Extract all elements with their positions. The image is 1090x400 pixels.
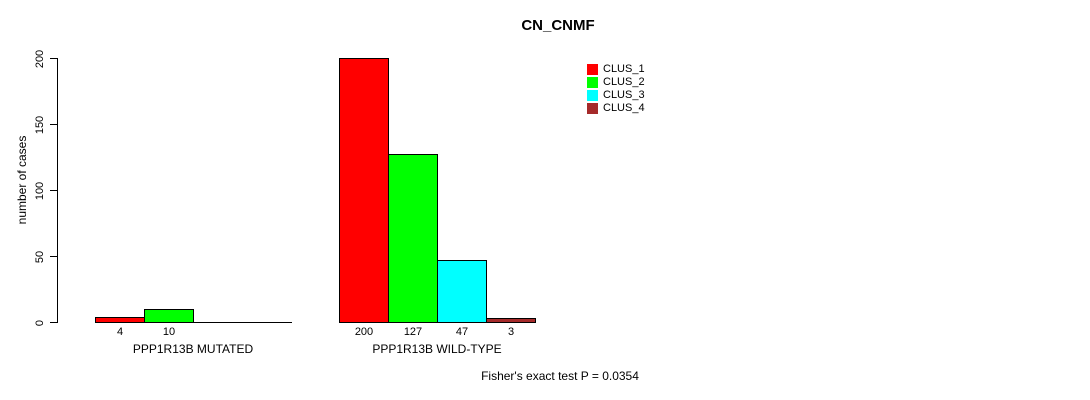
y-tick-label: 150 <box>34 115 46 134</box>
y-tick <box>50 58 57 59</box>
y-tick-label: 100 <box>34 181 46 200</box>
legend-swatch-icon <box>587 90 598 101</box>
y-tick <box>50 190 57 191</box>
bar-value-label: 4 <box>116 326 124 338</box>
legend-swatch-icon <box>587 64 598 75</box>
bar-clus_1-group1 <box>95 317 145 323</box>
y-tick-label: 0 <box>34 319 46 326</box>
chart-title: CN_CNMF <box>521 17 595 34</box>
bar-value-label: 3 <box>507 326 515 338</box>
bar-value-label: 127 <box>403 326 423 338</box>
bar-value-label: 47 <box>455 326 469 338</box>
legend-swatch-icon <box>587 77 598 88</box>
y-axis <box>57 58 58 323</box>
bar-clus_2-group2 <box>388 154 438 323</box>
y-tick <box>50 256 57 257</box>
group-label: PPP1R13B WILD-TYPE <box>372 342 502 356</box>
bar-clus_2-group1 <box>144 309 194 323</box>
bar-clus_3-group2 <box>437 260 487 323</box>
y-tick-label: 50 <box>34 250 46 263</box>
legend-item-clus_2: CLUS_2 <box>587 77 645 88</box>
legend-label: CLUS_4 <box>603 102 645 114</box>
legend: CLUS_1 CLUS_2 CLUS_3 CLUS_4 <box>587 64 645 116</box>
fisher-test-annotation: Fisher's exact test P = 0.0354 <box>481 369 639 383</box>
bar-clus_1-group2 <box>339 58 389 323</box>
legend-label: CLUS_2 <box>603 76 645 88</box>
y-tick <box>50 124 57 125</box>
legend-label: CLUS_3 <box>603 89 645 101</box>
bar-value-label: 10 <box>162 326 176 338</box>
y-tick <box>50 322 57 323</box>
legend-label: CLUS_1 <box>603 63 645 75</box>
legend-swatch-icon <box>587 103 598 114</box>
legend-item-clus_1: CLUS_1 <box>587 64 645 75</box>
legend-item-clus_4: CLUS_4 <box>587 103 645 114</box>
bar-clus_4-group2 <box>486 318 536 323</box>
bar-value-label: 200 <box>354 326 374 338</box>
group-label: PPP1R13B MUTATED <box>132 342 254 356</box>
y-tick-label: 200 <box>34 49 46 68</box>
legend-item-clus_3: CLUS_3 <box>587 90 645 101</box>
